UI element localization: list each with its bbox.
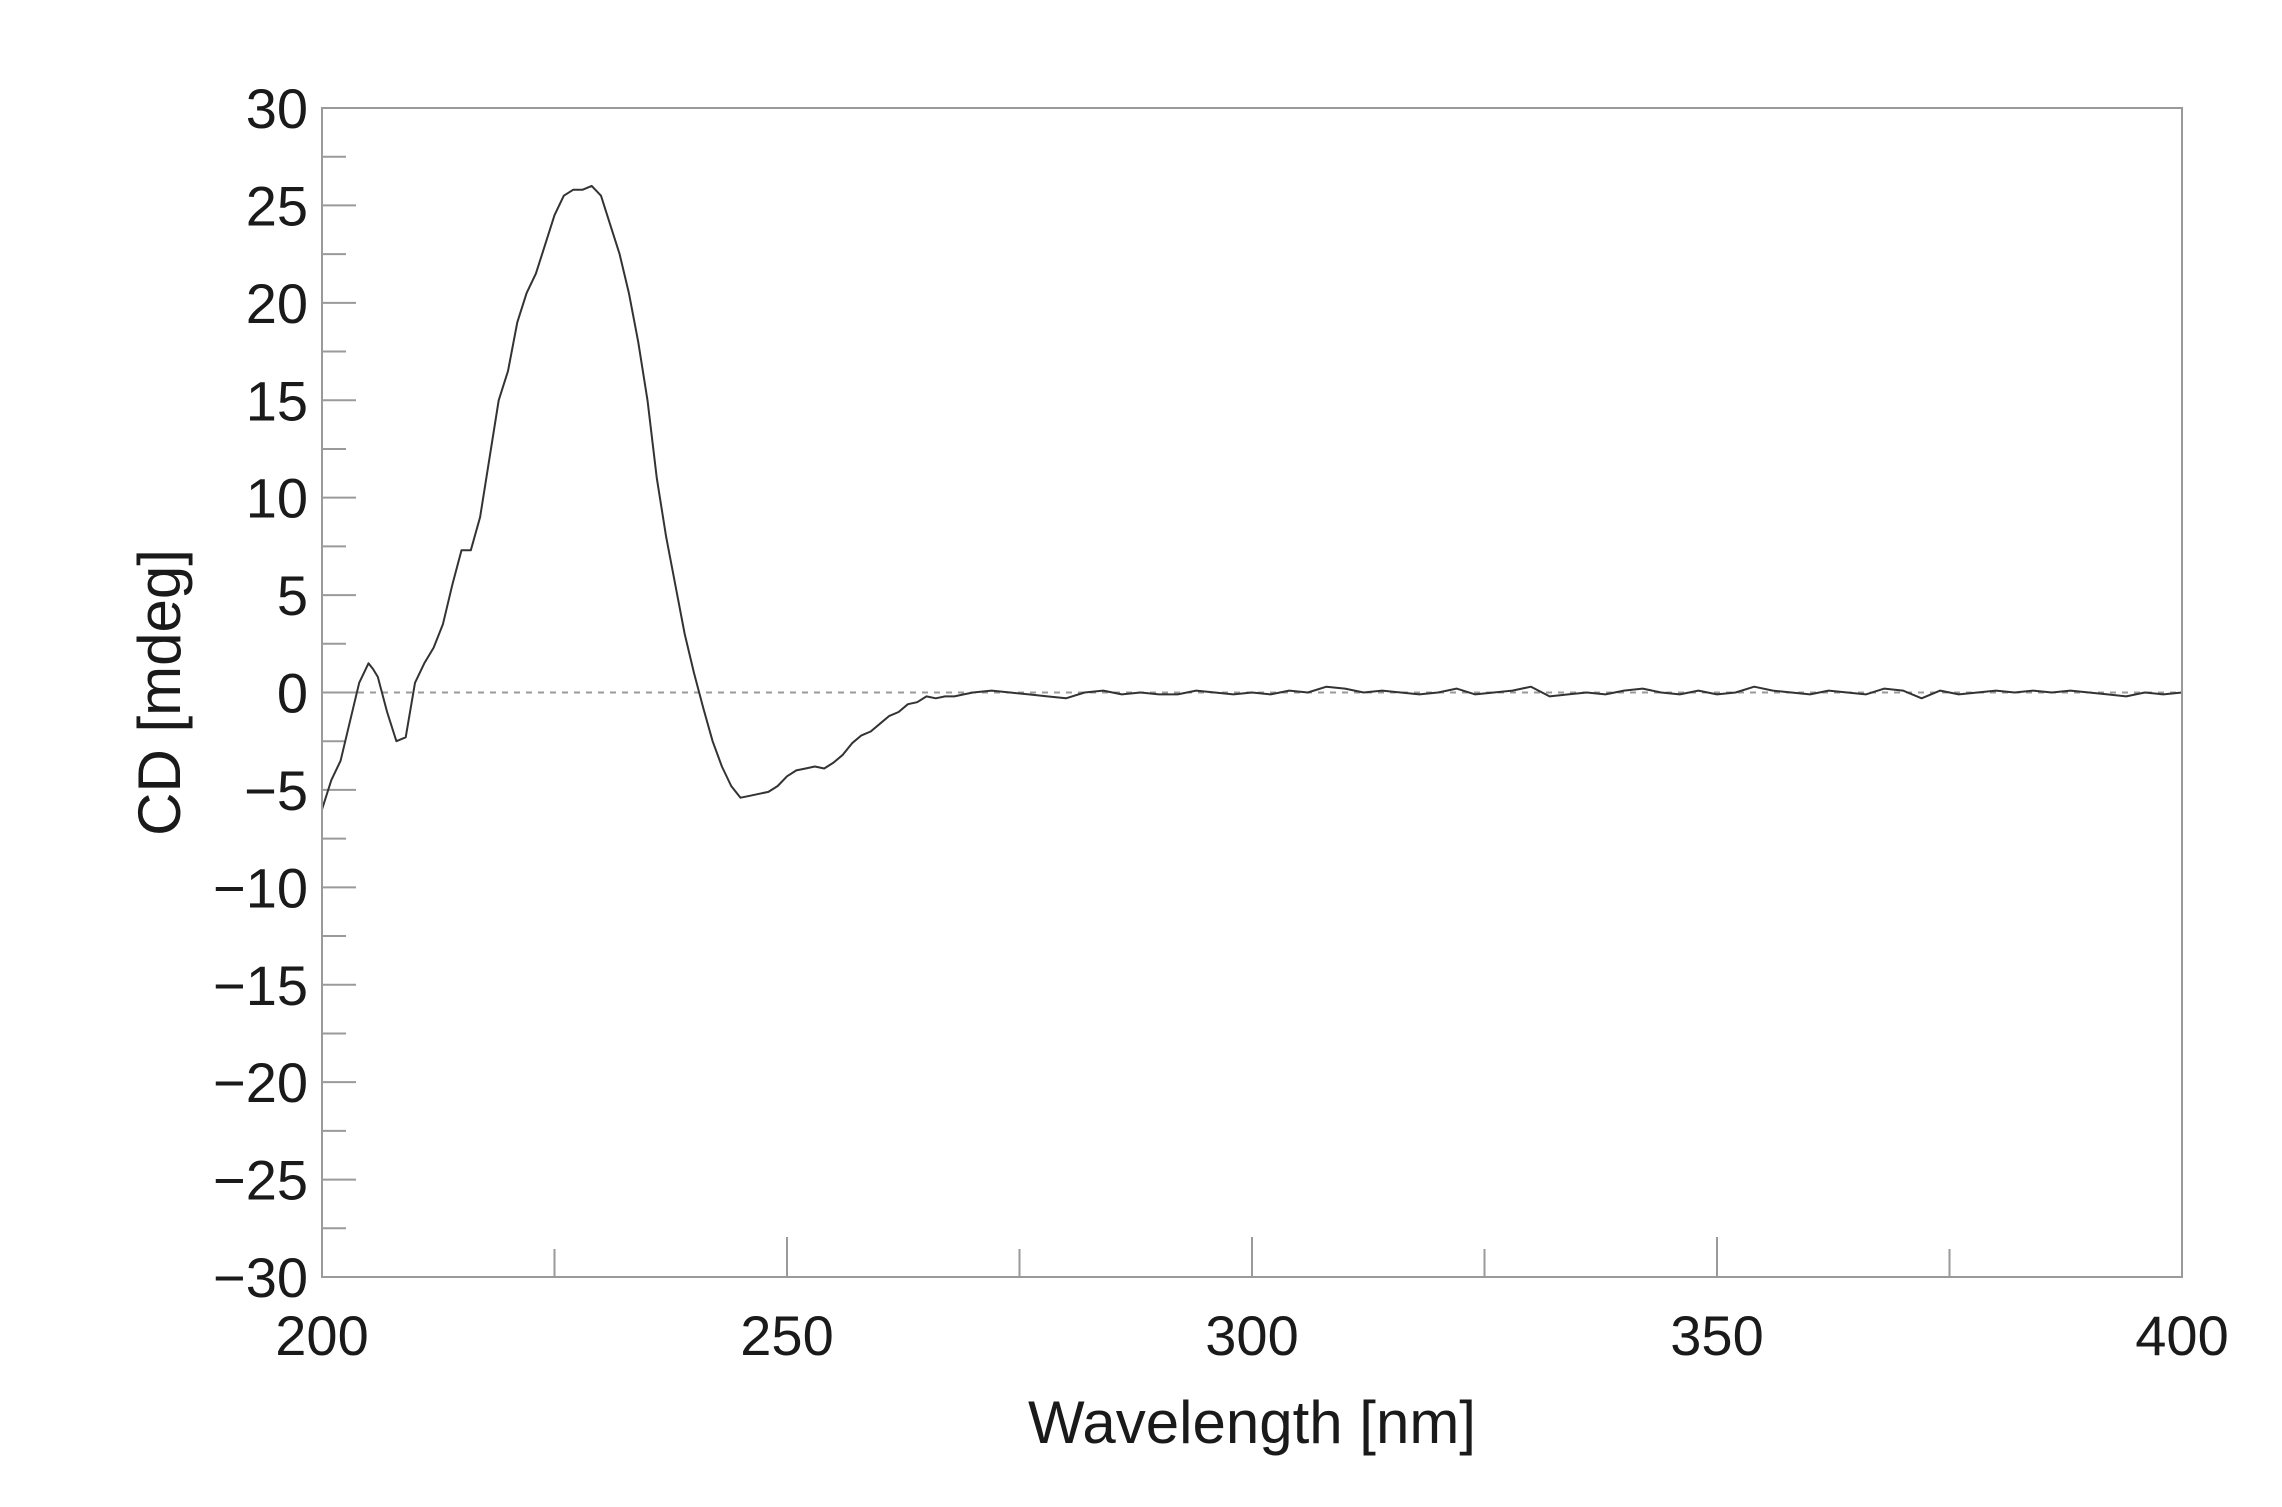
y-tick-label: 30 [246,77,308,140]
x-tick-label: 200 [275,1304,368,1367]
y-tick-label: 20 [246,272,308,335]
x-tick-label: 250 [740,1304,833,1367]
minor-ticks [322,155,1951,1277]
y-tick-label: 5 [277,564,308,627]
y-tick-label: 15 [246,369,308,432]
x-axis-label: Wavelength [nm] [1028,1389,1476,1456]
x-tick-labels: 200 250 300 350 400 [275,1304,2228,1367]
y-tick-label: 0 [277,662,308,725]
y-tick-label: 10 [246,467,308,530]
y-axis-label: CD [mdeg] [126,549,193,836]
y-tick-label: −30 [213,1246,308,1309]
x-tick-label: 400 [2135,1304,2228,1367]
x-tick-label: 300 [1205,1304,1298,1367]
y-tick-label: −25 [213,1149,308,1212]
y-tick-label: 25 [246,174,308,237]
y-tick-labels: 30 25 20 15 10 5 0 −5 −10 −15 −20 −25 −30 [213,77,308,1309]
x-tick-label: 350 [1670,1304,1763,1367]
y-tick-label: −20 [213,1051,308,1114]
y-tick-label: −5 [244,759,308,822]
y-tick-label: −15 [213,954,308,1017]
y-tick-label: −10 [213,856,308,919]
cd-series-line [321,184,2183,810]
plot-frame [321,107,2183,1278]
